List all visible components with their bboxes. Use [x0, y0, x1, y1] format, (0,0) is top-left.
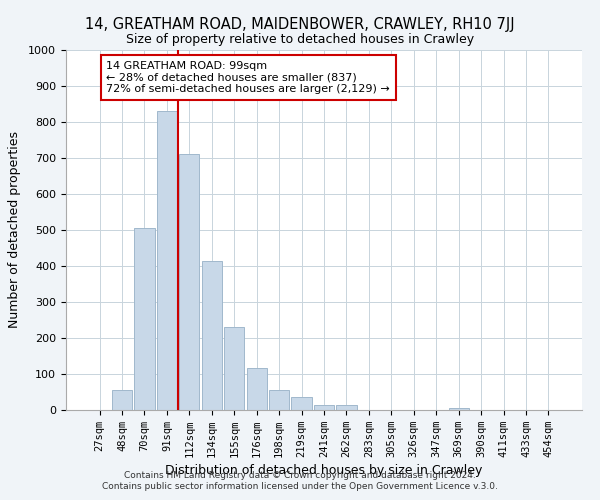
Bar: [157, 111, 177, 410]
Bar: [449, 408, 469, 410]
Text: Size of property relative to detached houses in Crawley: Size of property relative to detached ho…: [126, 32, 474, 46]
Bar: [179, 154, 199, 410]
Text: 14, GREATHAM ROAD, MAIDENBOWER, CRAWLEY, RH10 7JJ: 14, GREATHAM ROAD, MAIDENBOWER, CRAWLEY,…: [85, 18, 515, 32]
Text: Contains HM Land Registry data © Crown copyright and database right 2024.: Contains HM Land Registry data © Crown c…: [124, 470, 476, 480]
Text: Contains public sector information licensed under the Open Government Licence v.: Contains public sector information licen…: [102, 482, 498, 491]
X-axis label: Distribution of detached houses by size in Crawley: Distribution of detached houses by size …: [166, 464, 482, 477]
Bar: [269, 390, 289, 410]
Text: 14 GREATHAM ROAD: 99sqm
← 28% of detached houses are smaller (837)
72% of semi-d: 14 GREATHAM ROAD: 99sqm ← 28% of detache…: [106, 61, 390, 94]
Bar: [292, 398, 311, 410]
Bar: [134, 228, 155, 410]
Bar: [337, 406, 356, 410]
Bar: [247, 368, 267, 410]
Bar: [224, 327, 244, 410]
Bar: [314, 406, 334, 410]
Bar: [202, 260, 222, 410]
Bar: [112, 390, 132, 410]
Y-axis label: Number of detached properties: Number of detached properties: [8, 132, 22, 328]
